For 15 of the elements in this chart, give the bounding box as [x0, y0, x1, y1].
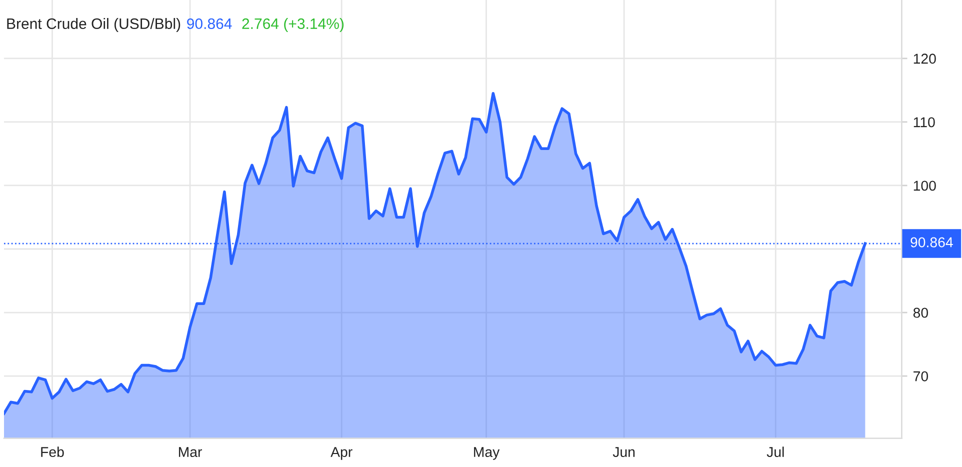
x-tick-label: May: [474, 447, 500, 460]
y-tick-label: 120: [914, 54, 936, 64]
y-tick-label: 100: [914, 180, 936, 191]
x-tick-label: Jun: [612, 447, 635, 458]
annotation: 2.764 (+3.14%): [242, 18, 344, 32]
y-tick-label: 80: [913, 308, 928, 318]
x-tick-label: Jul: [766, 446, 784, 458]
y-tick-label: 70: [914, 371, 928, 382]
x-tick-label: Feb: [41, 446, 64, 458]
annotation: 90.864: [187, 18, 232, 30]
x-tick-label: Mar: [178, 447, 202, 458]
ref-line-label: 90.864: [910, 237, 953, 248]
y-tick-label: 110: [914, 117, 935, 128]
x-tick-label: Apr: [330, 447, 352, 460]
text: Brent Crude Oil (USD/Bbl): [7, 18, 180, 32]
